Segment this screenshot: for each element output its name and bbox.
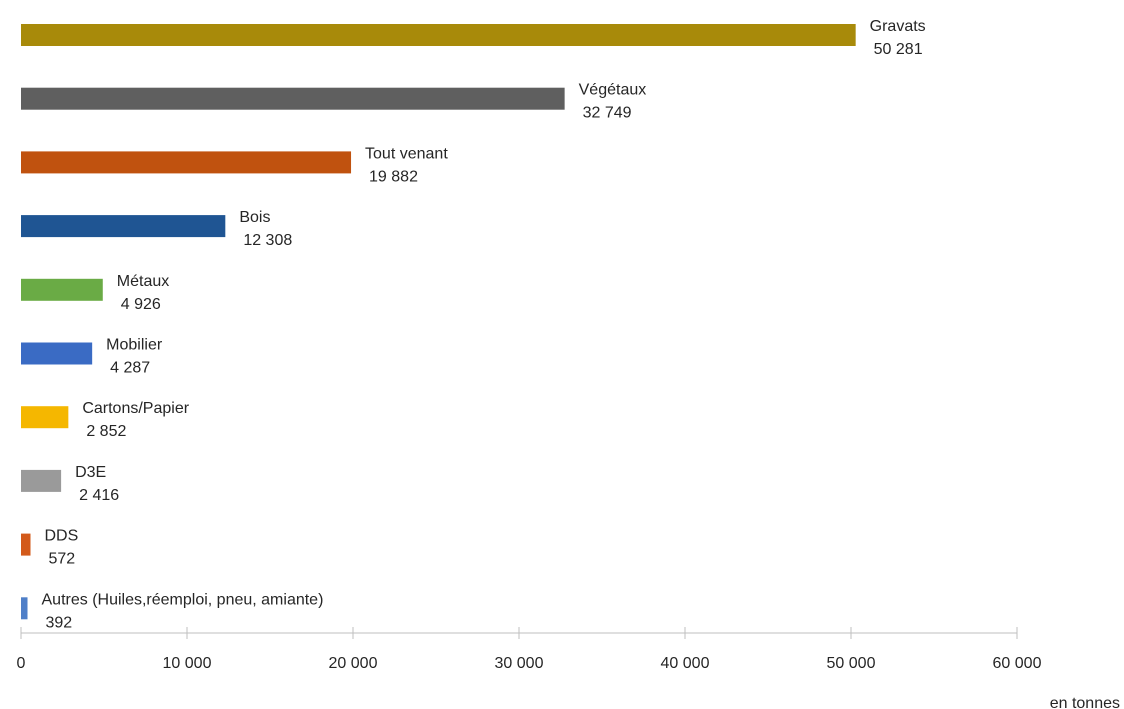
category-label-7: D3E [75,464,106,481]
bar-8 [21,533,31,556]
value-label-3: 12 308 [243,232,292,249]
x-tick-label-1: 10 000 [163,655,212,672]
bar-4 [21,278,103,301]
x-axis: 0 10 000 20 000 30 000 40 000 50 000 60 000 [17,627,1042,672]
bar-0 [21,24,856,46]
category-label-6: Cartons/Papier [82,400,189,417]
bars-group [21,24,856,620]
x-tick-label-0: 0 [17,655,26,672]
value-label-4: 4 926 [121,296,161,313]
category-label-2: Tout venant [365,145,448,162]
category-label-3: Bois [239,209,270,226]
x-axis-unit-label: en tonnes [1050,695,1120,709]
x-tick-label-2: 20 000 [329,655,378,672]
bar-5 [21,342,93,365]
x-tick-label-6: 60 000 [993,655,1042,672]
value-label-0: 50 281 [874,41,923,58]
category-label-4: Métaux [117,273,169,290]
category-label-1: Végétaux [579,82,647,99]
x-tick-label-3: 30 000 [495,655,544,672]
category-label-5: Mobilier [106,337,163,354]
data-labels-group: Gravats 50 281 Végétaux 32 749 Tout venant 19… [42,18,926,631]
x-tick-label-4: 40 000 [661,655,710,672]
category-label-8: DDS [44,528,78,545]
value-label-5: 4 287 [110,360,150,377]
x-tick-label-5: 50 000 [827,655,876,672]
value-label-8: 572 [48,551,75,568]
category-label-9: Autres (Huiles,réemploi, pneu, amiante) [42,591,324,608]
bar-3 [21,215,226,238]
value-label-9: 392 [46,614,73,631]
value-label-2: 19 882 [369,168,418,185]
value-label-6: 2 852 [86,423,126,440]
bar-7 [21,469,62,492]
bar-6 [21,406,69,429]
category-label-0: Gravats [870,18,926,35]
bar-2 [21,151,352,174]
value-label-1: 32 749 [583,105,632,122]
bar-1 [21,87,565,110]
bar-9 [21,597,28,620]
value-label-7: 2 416 [79,487,119,504]
